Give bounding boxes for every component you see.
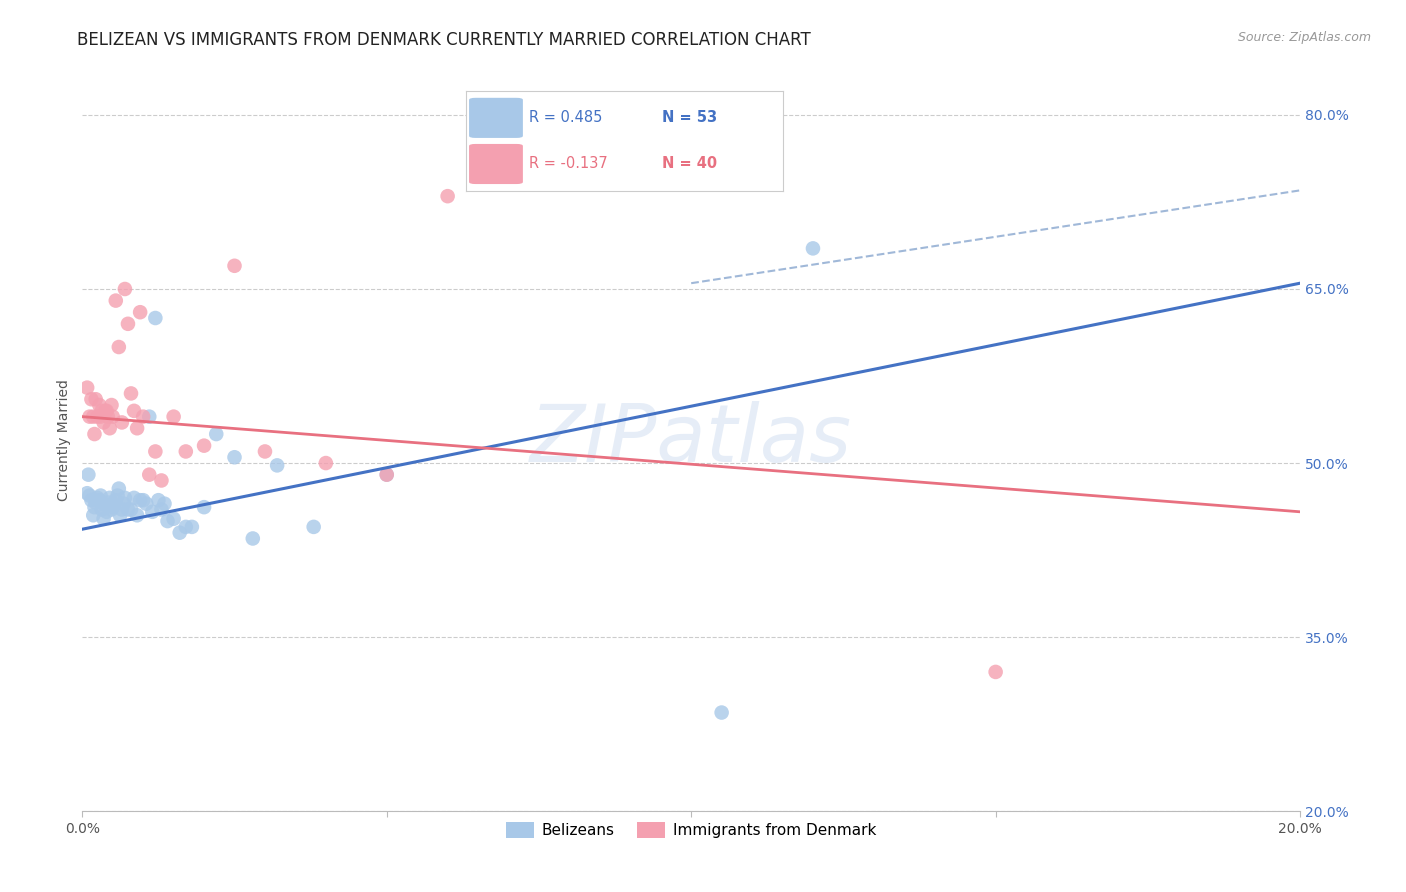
- Point: [120, 502, 142, 516]
- Point: [104, 493, 127, 508]
- Point: [90, 409, 112, 424]
- Point: [82, 508, 104, 523]
- Point: [90, 489, 112, 503]
- Point: [111, 502, 134, 516]
- Point: [375, 467, 398, 482]
- Point: [117, 317, 139, 331]
- Point: [80, 493, 103, 508]
- Point: [141, 505, 163, 519]
- Point: [710, 706, 733, 720]
- Point: [93, 416, 115, 430]
- Point: [89, 398, 111, 412]
- Point: [302, 520, 325, 534]
- Point: [242, 532, 264, 546]
- Point: [79, 409, 101, 424]
- Point: [169, 525, 191, 540]
- Point: [80, 392, 103, 407]
- Point: [98, 491, 121, 505]
- Point: [205, 427, 228, 442]
- Text: BELIZEAN VS IMMIGRANTS FROM DENMARK CURRENTLY MARRIED CORRELATION CHART: BELIZEAN VS IMMIGRANTS FROM DENMARK CURR…: [77, 31, 811, 49]
- Point: [156, 514, 179, 528]
- Point: [112, 497, 135, 511]
- Point: [180, 520, 202, 534]
- Point: [84, 392, 107, 407]
- Point: [127, 508, 149, 523]
- Point: [984, 665, 1007, 679]
- Point: [82, 409, 104, 424]
- Point: [266, 458, 288, 473]
- Point: [315, 456, 337, 470]
- Point: [129, 305, 152, 319]
- Point: [193, 500, 215, 515]
- Point: [224, 259, 246, 273]
- Point: [129, 493, 152, 508]
- Point: [138, 467, 160, 482]
- Point: [104, 293, 127, 308]
- Point: [122, 404, 145, 418]
- Point: [135, 497, 157, 511]
- Point: [224, 450, 246, 465]
- Point: [98, 421, 121, 435]
- Point: [90, 404, 112, 418]
- Legend: Belizeans, Immigrants from Denmark: Belizeans, Immigrants from Denmark: [501, 816, 882, 845]
- Point: [83, 427, 105, 442]
- Point: [84, 495, 107, 509]
- Point: [94, 404, 117, 418]
- Point: [108, 340, 131, 354]
- Point: [77, 467, 100, 482]
- Point: [100, 502, 122, 516]
- Point: [436, 189, 458, 203]
- Point: [93, 512, 115, 526]
- Point: [148, 493, 170, 508]
- Point: [86, 409, 108, 424]
- Point: [101, 409, 124, 424]
- Point: [375, 467, 398, 482]
- Point: [107, 489, 129, 503]
- Point: [103, 498, 125, 512]
- Point: [90, 502, 112, 516]
- Point: [114, 491, 136, 505]
- Point: [100, 398, 122, 412]
- Point: [76, 486, 98, 500]
- Point: [108, 482, 131, 496]
- Point: [174, 444, 197, 458]
- Point: [96, 404, 118, 418]
- Point: [143, 311, 166, 326]
- Point: [111, 416, 134, 430]
- Point: [132, 493, 155, 508]
- Point: [114, 282, 136, 296]
- Point: [89, 493, 111, 508]
- Point: [143, 444, 166, 458]
- Point: [801, 241, 824, 255]
- Point: [127, 421, 149, 435]
- Point: [101, 500, 124, 515]
- Text: ZIPatlas: ZIPatlas: [530, 401, 852, 479]
- Point: [132, 409, 155, 424]
- Point: [97, 409, 120, 424]
- Point: [138, 409, 160, 424]
- Point: [96, 505, 118, 519]
- Point: [79, 489, 101, 503]
- Point: [83, 500, 105, 515]
- Point: [94, 498, 117, 512]
- Point: [86, 491, 108, 505]
- Point: [97, 495, 120, 509]
- Point: [108, 508, 131, 523]
- Point: [153, 497, 176, 511]
- Point: [117, 502, 139, 516]
- Point: [122, 491, 145, 505]
- Point: [253, 444, 276, 458]
- Point: [174, 520, 197, 534]
- Point: [76, 381, 98, 395]
- Point: [150, 502, 173, 516]
- Text: Source: ZipAtlas.com: Source: ZipAtlas.com: [1237, 31, 1371, 45]
- Point: [120, 386, 142, 401]
- Point: [498, 160, 520, 174]
- Point: [193, 439, 215, 453]
- Point: [162, 512, 184, 526]
- Point: [162, 409, 184, 424]
- Point: [150, 474, 173, 488]
- Y-axis label: Currently Married: Currently Married: [58, 379, 72, 500]
